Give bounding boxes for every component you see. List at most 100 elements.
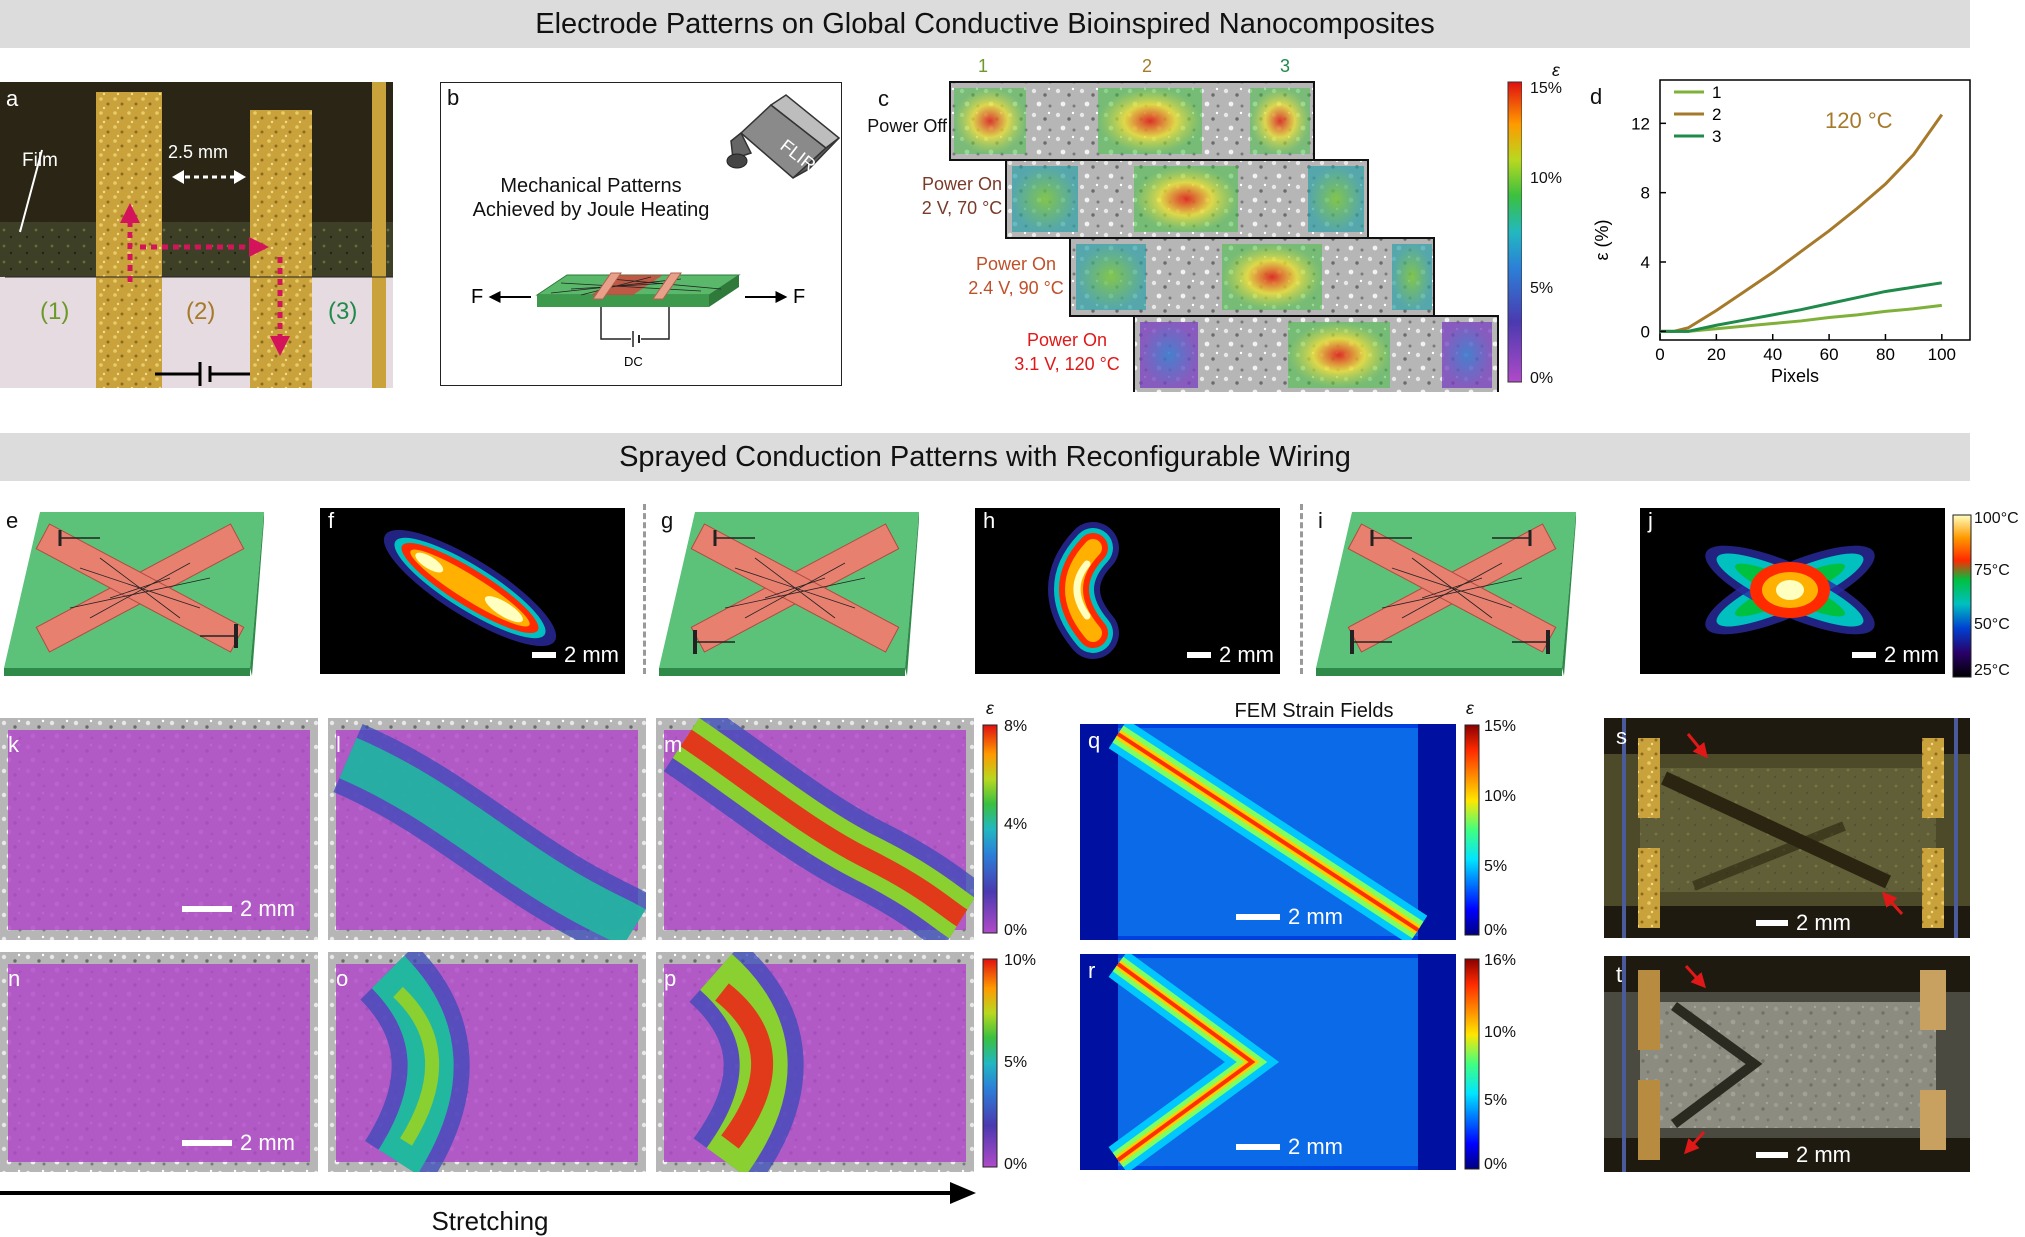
panel-q-scalebar: 2 mm <box>1236 904 1343 930</box>
row-4-label-2: 3.1 V, 120 °C <box>1014 354 1120 374</box>
panel-j-scalebar-text: 2 mm <box>1884 642 1939 667</box>
middle-banner-title: Sprayed Conduction Patterns with Reconfi… <box>619 440 1351 473</box>
panel-k-scalebar: 2 mm <box>182 896 295 922</box>
row-1-label: Power Off <box>867 116 947 136</box>
panel-j-scalebar: 2 mm <box>1852 642 1939 668</box>
panel-b-title-2: Achieved by Joule Heating <box>472 199 710 221</box>
dc-label: DC <box>624 354 643 369</box>
panel-n-scalebar-text: 2 mm <box>240 1130 295 1155</box>
panel-c-tick-5: 5% <box>1530 280 1554 297</box>
strain-row-1 <box>949 81 1315 161</box>
region-1-label: (1) <box>40 298 70 325</box>
panel-l: l <box>328 718 654 960</box>
panel-e-label: e <box>6 508 19 533</box>
thermal-tick-25: 25°C <box>1974 662 2010 679</box>
panel-r-scalebar: 2 mm <box>1236 1134 1343 1160</box>
panel-j: j 2 mm <box>1640 508 1945 674</box>
y-tick-label: 4 <box>1641 253 1650 272</box>
legend-label-3: 3 <box>1712 127 1721 146</box>
fem-colorbar-q <box>1464 724 1480 936</box>
row-3-label-1: Power On <box>975 254 1057 274</box>
panel-t-photo <box>1604 956 1970 1172</box>
legend-label-2: 2 <box>1712 105 1721 124</box>
panel-r-scalebar-text: 2 mm <box>1288 1134 1343 1159</box>
panel-h-scalebar-text: 2 mm <box>1219 642 1274 667</box>
top-banner: Electrode Patterns on Global Conductive … <box>0 0 1970 48</box>
panel-b-title-1: Mechanical Patterns <box>500 175 682 197</box>
row-2-label-2: 2 V, 70 °C <box>921 198 1003 218</box>
x-tick-label: 60 <box>1820 345 1839 364</box>
panel-i-schematic <box>1316 512 1576 676</box>
region-2-label: (2) <box>186 298 216 325</box>
panel-d-label: d <box>1590 84 1603 109</box>
chart-y-label: ε (%) <box>1592 219 1612 260</box>
row-3-label-2: 2.4 V, 90 °C <box>968 278 1064 298</box>
dic-top-tick-4: 4% <box>1004 816 1028 833</box>
panel-h: h 2 mm <box>975 508 1280 674</box>
divider-1 <box>643 504 646 674</box>
panel-b-label: b <box>447 85 460 110</box>
force-right-label: F <box>793 286 805 308</box>
panel-a-label: a <box>6 86 19 111</box>
panel-o-label: o <box>336 966 349 991</box>
panel-k-scalebar-text: 2 mm <box>240 896 295 921</box>
panel-n: n 2 mm <box>0 952 318 1172</box>
dic-top-tick-0: 0% <box>1004 922 1028 939</box>
dic-colorbar-top-symbol: ε <box>986 698 994 718</box>
panel-h-thermal <box>1048 522 1119 659</box>
panel-r-fem <box>1080 951 1456 1173</box>
chart-frame <box>1659 79 1971 341</box>
x-tick-label: 80 <box>1876 345 1895 364</box>
thermal-tick-75: 75°C <box>1974 562 2010 579</box>
panel-i-label: i <box>1318 508 1323 533</box>
series-line-2 <box>1660 113 1944 333</box>
camera-icon: FLIR <box>726 94 841 180</box>
fem-colorbar-symbol: ε <box>1466 698 1474 718</box>
stretching-arrow <box>0 1182 976 1204</box>
panel-f: f 2 mm <box>320 508 625 674</box>
panel-n-scalebar: 2 mm <box>182 1130 295 1156</box>
fem-r-tick-16: 16% <box>1484 952 1517 969</box>
y-tick-label: 0 <box>1641 322 1650 341</box>
panel-s-scalebar-text: 2 mm <box>1796 910 1851 935</box>
panel-c-tick-0: 0% <box>1530 370 1554 387</box>
panel-q-fem <box>1080 719 1456 945</box>
panel-n-strain <box>0 952 318 1172</box>
panel-a: a Film 2.5 mm (1) (2) (3) <box>0 82 393 388</box>
x-tick-label: 100 <box>1928 345 1956 364</box>
fem-title: FEM Strain Fields <box>1234 700 1394 722</box>
fem-q-tick-15: 15% <box>1484 718 1517 735</box>
panel-t: t 2 mm <box>1604 956 1970 1172</box>
panel-k: k 2 mm <box>0 718 318 940</box>
film-label: Film <box>22 150 58 171</box>
series-line-1 <box>1660 303 1943 333</box>
column-1-label: 1 <box>978 56 989 76</box>
thermal-colorbar <box>1952 514 1972 678</box>
fem-r-tick-5: 5% <box>1484 1092 1508 1109</box>
panel-s-label: s <box>1616 724 1627 749</box>
divider-2 <box>1300 504 1303 674</box>
panel-r: r 2 mm <box>1080 951 1456 1173</box>
stretching-label: Stretching <box>431 1206 549 1236</box>
panel-m-strain <box>656 704 985 952</box>
strain-map-stack <box>949 81 1522 392</box>
panel-c-label: c <box>878 86 889 111</box>
panel-q-scalebar-text: 2 mm <box>1288 904 1343 929</box>
strain-row-4 <box>1133 315 1499 392</box>
panel-o: o <box>328 944 646 1183</box>
panel-k-strain <box>0 718 318 940</box>
panel-i: i <box>1312 508 1577 678</box>
row-4-label-1: Power On <box>1026 330 1108 350</box>
fem-r-tick-10: 10% <box>1484 1024 1517 1041</box>
gap-label: 2.5 mm <box>168 142 229 162</box>
dic-bottom-tick-10: 10% <box>1004 952 1037 969</box>
panel-a-photo <box>0 82 393 388</box>
panel-h-scalebar: 2 mm <box>1187 642 1274 668</box>
panel-m-label: m <box>664 732 683 757</box>
panel-p: p <box>656 942 974 1186</box>
panel-r-label: r <box>1088 958 1096 983</box>
panel-s: s 2 mm <box>1604 718 1970 938</box>
panel-n-label: n <box>8 966 21 991</box>
panel-c-tick-10: 10% <box>1530 170 1563 187</box>
panel-o-strain <box>328 944 646 1183</box>
